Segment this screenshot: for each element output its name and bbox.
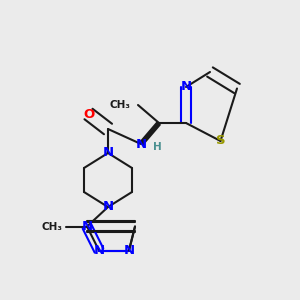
- Text: N: N: [180, 80, 192, 94]
- Text: S: S: [216, 134, 225, 148]
- Text: H: H: [153, 142, 162, 152]
- Text: CH₃: CH₃: [110, 100, 130, 110]
- Text: N: N: [102, 200, 114, 214]
- Text: N: N: [135, 137, 147, 151]
- Text: CH₃: CH₃: [42, 221, 63, 232]
- Text: N: N: [81, 220, 93, 233]
- Text: N: N: [102, 146, 114, 160]
- Text: N: N: [123, 244, 135, 257]
- Text: N: N: [93, 244, 105, 257]
- Text: O: O: [83, 107, 94, 121]
